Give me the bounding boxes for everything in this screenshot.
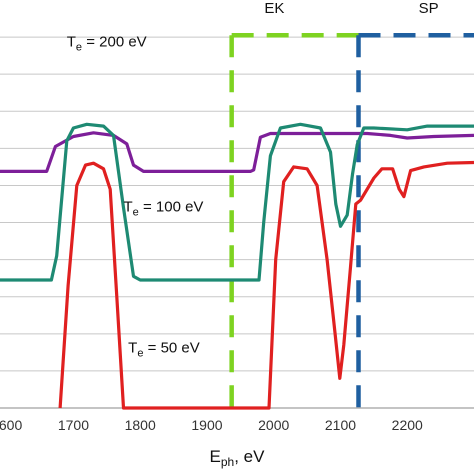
- series-lines: [0, 122, 474, 410]
- x-axis-label-main: E: [210, 447, 221, 466]
- x-tick-label-6: 2200: [392, 417, 423, 433]
- x-tick-label-1: 1700: [58, 417, 89, 433]
- series-label-sub: e: [137, 347, 143, 359]
- series-label-main: T: [128, 339, 137, 356]
- series-label-rest: = 200 eV: [82, 33, 147, 50]
- series-line-2: [58, 160, 474, 410]
- x-axis: 1600 1700 1800 1900 2000 2100 2200: [0, 407, 474, 433]
- series-label-0: Te = 200 eV: [67, 33, 147, 53]
- series-label-rest: = 50 eV: [143, 339, 199, 356]
- x-axis-label-sub: ph: [221, 455, 234, 469]
- x-tick-label-3: 1900: [191, 417, 222, 433]
- x-axis-label: Eph, eV: [210, 447, 266, 469]
- region-label-ek: EK: [264, 0, 284, 17]
- region-markers: EK SP: [229, 0, 474, 410]
- series-line-0: [0, 131, 474, 173]
- region-label-sp: SP: [419, 0, 439, 17]
- series-label-2: Te = 50 eV: [128, 339, 200, 359]
- series-label-main: T: [124, 198, 133, 215]
- series-label-sub: e: [76, 41, 82, 53]
- series-label-1: Te = 100 eV: [124, 198, 204, 218]
- x-axis-label-rest: , eV: [234, 447, 265, 466]
- series-label-rest: = 100 eV: [139, 198, 204, 215]
- series-label-sub: e: [133, 206, 139, 218]
- x-tick-label-5: 2100: [325, 417, 356, 433]
- x-tick-label-2: 1800: [125, 417, 156, 433]
- x-tick-label-4: 2000: [258, 417, 289, 433]
- x-tick-label-0: 1600: [0, 417, 22, 433]
- grid-lines: [0, 36, 474, 372]
- series-line-1: [0, 122, 474, 282]
- series-label-main: T: [67, 33, 76, 50]
